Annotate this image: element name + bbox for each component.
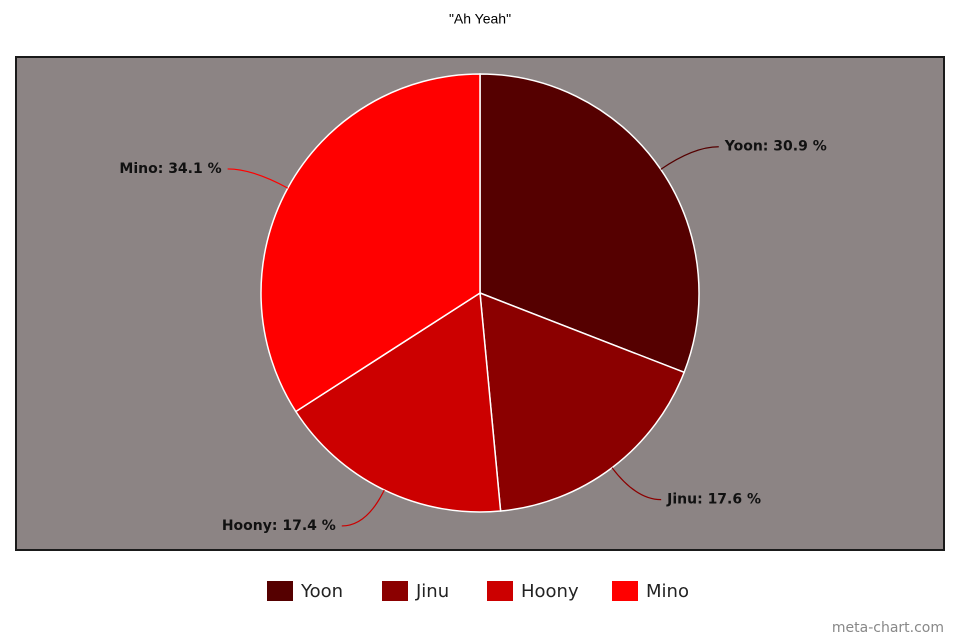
leader-line [611, 467, 662, 501]
chart-title: "Ah Yeah" [449, 11, 511, 27]
data-label: Jinu: 17.6 % [666, 492, 761, 508]
legend-label: Mino [646, 581, 689, 602]
leader-line [227, 168, 289, 189]
legend-swatch [382, 581, 408, 601]
pie-slice [260, 73, 481, 413]
legend-swatch [612, 581, 638, 601]
legend-label: Jinu [415, 581, 449, 602]
leader-line [660, 146, 719, 170]
legend-label: Yoon [300, 581, 343, 602]
leader-line [341, 489, 385, 527]
pie-slice [479, 73, 700, 374]
legend-swatch [487, 581, 513, 601]
legend-swatch [267, 581, 293, 601]
legend-label: Hoony [521, 581, 579, 602]
data-label: Hoony: 17.4 % [222, 518, 336, 534]
watermark: meta-chart.com [832, 620, 944, 636]
data-label: Yoon: 30.9 % [724, 139, 827, 155]
data-label: Mino: 34.1 % [119, 161, 221, 177]
